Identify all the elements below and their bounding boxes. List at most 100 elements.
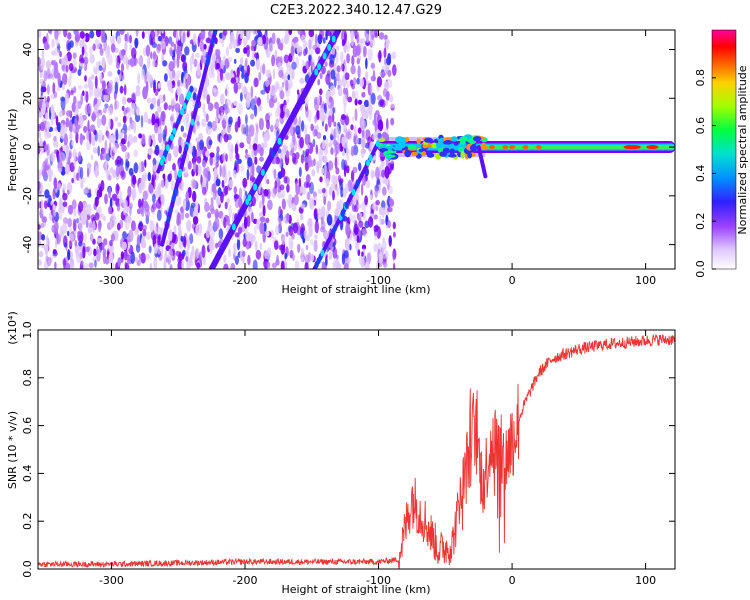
spectrogram-noise-cell: [344, 72, 350, 81]
spectrogram-noise-cell: [119, 190, 123, 200]
spectrogram-noise-cell: [252, 259, 258, 269]
spectrogram-noise-cell: [265, 79, 270, 88]
spectrogram-noise-cell: [272, 68, 276, 80]
spectrogram-noise-cell: [176, 216, 181, 227]
spectrogram-noise-cell: [226, 215, 230, 226]
spectrogram-noise-cell: [365, 57, 368, 70]
spectrogram-noise-cell: [393, 231, 396, 238]
spectrogram-noise-cell: [174, 168, 178, 181]
spectrogram-noise-cell: [318, 151, 324, 162]
spectrogram-noise-cell: [350, 170, 355, 182]
spectrogram-noise-cell: [130, 251, 136, 264]
spectrogram-noise-cell: [182, 198, 187, 211]
spectrogram-noise-cell: [246, 44, 250, 51]
spectrogram-noise-cell: [334, 156, 338, 170]
spectrogram-noise-cell: [192, 190, 197, 203]
spectrogram-noise-cell: [90, 154, 94, 161]
spectrogram-noise-cell: [134, 226, 139, 235]
spectrogram-noise-cell: [291, 202, 297, 212]
spectrogram-noise-cell: [350, 37, 354, 47]
spectrogram-noise-cell: [252, 143, 258, 151]
spectrogram-noise-cell: [137, 55, 143, 67]
spectrogram-noise-cell: [63, 30, 68, 38]
spectrogram-ridge-point: [277, 137, 282, 145]
spectrogram-noise-cell: [83, 83, 89, 89]
spectrogram-noise-cell: [284, 252, 288, 260]
spectrogram-noise-cell: [228, 179, 234, 189]
spectrogram-noise-cell: [104, 94, 110, 102]
spectrogram-noise-cell: [96, 249, 101, 262]
y-tick-label: 1.0: [21, 321, 34, 339]
spectrogram-noise-cell: [382, 186, 387, 196]
spectrogram-noise-cell: [82, 90, 85, 96]
spectrogram-noise-cell: [121, 96, 127, 105]
spectrogram-noise-cell: [141, 236, 146, 249]
spectrogram-noise-cell: [72, 123, 76, 134]
spectrogram-noise-cell: [333, 121, 337, 127]
spectrogram-noise-cell: [129, 44, 133, 51]
spectrogram-noise-cell: [173, 224, 177, 235]
spectrogram-noise-cell: [153, 137, 156, 148]
spectrogram-noise-cell: [378, 50, 382, 63]
signal-band-blob: [472, 136, 482, 142]
spectrogram-noise-cell: [173, 234, 178, 245]
spectrogram-noise-cell: [89, 30, 95, 39]
y-tick-label: -40: [21, 236, 34, 254]
spectrogram-noise-cell: [201, 186, 207, 195]
spectrogram-noise-cell: [298, 166, 302, 178]
colorbar-tick-label: 0.4: [694, 165, 707, 183]
spectrogram-noise-cell: [108, 142, 112, 150]
spectrogram-noise-cell: [52, 249, 57, 255]
spectrogram-noise-cell: [177, 260, 183, 269]
spectrogram-noise-cell: [89, 81, 94, 91]
spectrogram-noise-cell: [233, 100, 238, 106]
spectrogram-noise-cell: [158, 234, 162, 241]
spectrogram-noise-cell: [286, 67, 292, 76]
spectrogram-noise-cell: [257, 36, 263, 47]
spectrogram-noise-cell: [330, 147, 334, 155]
spectrogram-noise-cell: [255, 58, 260, 71]
snr-y-axis-label: SNR (10 * v/v): [6, 411, 19, 489]
spectrogram-noise-cell: [274, 240, 279, 251]
spectrogram-noise-cell: [153, 149, 159, 155]
spectrogram-noise-cell: [115, 62, 120, 69]
spectrogram-frame: [37, 29, 676, 270]
spectrogram-noise-cell: [202, 89, 206, 98]
spectrogram-noise-cell: [297, 243, 301, 253]
spectrogram-noise-cell: [138, 133, 143, 139]
spectrogram-noise-cell: [210, 196, 214, 207]
spectrogram-noise-cell: [248, 142, 252, 150]
spectrogram-noise-cell: [79, 166, 84, 180]
spectrogram-noise-cell: [195, 52, 200, 58]
spectrogram-noise-cell: [333, 128, 336, 142]
spectrogram-noise-cell: [205, 150, 210, 158]
spectrogram-noise-cell: [254, 52, 259, 59]
spectrogram-ridge-point: [180, 107, 185, 115]
spectrogram-noise-cell: [201, 244, 206, 258]
spectrogram-noise-cell: [240, 124, 246, 135]
signal-band-core: [472, 145, 675, 150]
spectrogram-noise-cell: [245, 124, 249, 137]
spectrogram-noise-cell: [152, 157, 157, 166]
spectrogram-noise-cell: [194, 247, 199, 260]
spectrogram-noise-cell: [230, 77, 237, 84]
spectrogram-noise-cell: [276, 37, 281, 45]
spectrogram-noise-cell: [285, 150, 290, 159]
spectrogram-noise-cell: [170, 115, 174, 122]
spectrogram-noise-cell: [95, 165, 99, 179]
spectrogram-noise-cell: [290, 69, 295, 80]
spectrogram-noise-cell: [182, 235, 187, 248]
spectrogram-noise-cell: [168, 104, 172, 111]
spectrogram-noise-cell: [149, 103, 154, 110]
spectrogram-noise-cell: [126, 206, 129, 214]
spectrogram-noise-cell: [46, 256, 52, 267]
spectrogram-noise-cell: [137, 198, 142, 208]
spectrogram-noise-cell: [63, 54, 68, 66]
spectrogram-noise-cell: [46, 96, 50, 103]
spectrogram-noise-cell: [197, 162, 201, 175]
spectrogram-noise-cell: [304, 124, 307, 137]
spectrogram-noise-cell: [205, 37, 211, 44]
spectrogram-noise-cell: [115, 129, 119, 141]
spectrogram-noise-cell: [346, 53, 351, 64]
spectrogram-noise-cell: [352, 192, 357, 206]
